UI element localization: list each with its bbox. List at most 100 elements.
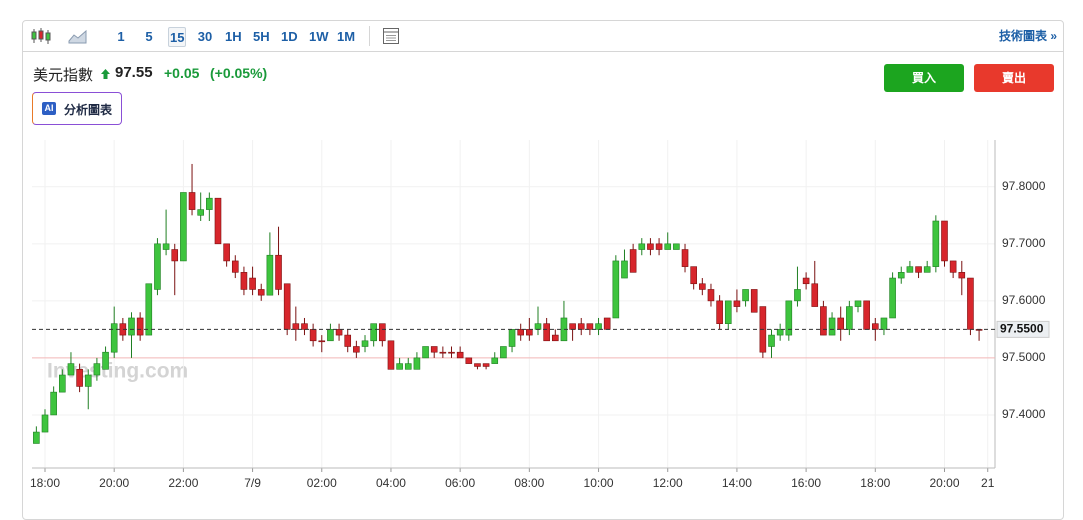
candle-body [880, 317, 888, 330]
interval-button[interactable]: 1D [281, 29, 298, 44]
interval-button[interactable]: 1H [225, 29, 242, 44]
candle [837, 306, 845, 341]
candle [93, 357, 101, 381]
candle [846, 300, 853, 336]
page: Investing.com 97.8000 97.7000 97.6000 97.500… [22, 20, 1064, 520]
x-tick-label: 12:00 [653, 476, 683, 490]
candle-body [889, 277, 896, 319]
sell-button[interactable]: 賣出 [974, 64, 1054, 92]
candle [231, 255, 239, 279]
candle-body [145, 283, 153, 336]
candle [301, 317, 308, 336]
y-tick-label: 97.4000 [1002, 407, 1046, 421]
candle-body [41, 414, 49, 433]
candle-body [309, 329, 317, 342]
candle [785, 300, 793, 341]
technical-chart-link[interactable]: 技術圖表 » [998, 29, 1057, 43]
candle-body [724, 300, 732, 324]
candle-body [638, 243, 646, 250]
candle [41, 409, 49, 433]
candle [768, 329, 775, 358]
candle [863, 300, 870, 330]
candle [716, 295, 723, 330]
last-price-label: 97.5500 [1000, 322, 1044, 336]
price: 97.55 [115, 64, 153, 81]
candle [465, 357, 473, 364]
candle-body [439, 351, 447, 354]
candle [880, 317, 888, 336]
interval-button[interactable]: 5H [253, 29, 270, 44]
candle [474, 363, 481, 370]
interval-button[interactable]: 1 [117, 29, 125, 44]
candle-body [422, 346, 429, 359]
area-icon[interactable] [68, 28, 88, 44]
candle [145, 283, 153, 336]
candle-body [828, 317, 836, 336]
candle [629, 243, 637, 273]
candle [430, 346, 438, 358]
interval-button[interactable]: 15 [168, 27, 187, 47]
candle-body [301, 323, 308, 330]
candle [171, 243, 179, 296]
y-tick-label: 97.7000 [1002, 236, 1046, 250]
interval-button[interactable]: 5 [145, 29, 153, 44]
candle [50, 386, 57, 416]
candle-body [551, 334, 559, 342]
candle-body [456, 351, 464, 359]
candle-body [50, 391, 57, 416]
candle [551, 329, 559, 342]
candle-body [474, 363, 481, 367]
candle-body [603, 317, 611, 330]
candle-body [223, 243, 230, 262]
candle [162, 209, 170, 256]
candle-body [906, 266, 914, 273]
x-tick-label: 10:00 [584, 476, 614, 490]
candle-body [526, 329, 533, 336]
ai-analysis-button[interactable]: AI 分析圖表 [32, 92, 122, 125]
buy-button[interactable]: 買入 [884, 64, 964, 92]
candle [707, 283, 715, 307]
interval-button[interactable]: 1M [337, 29, 356, 44]
candle-body [647, 243, 654, 250]
candle-body [629, 249, 637, 273]
instrument-name: 美元指數 [33, 67, 94, 84]
candle [327, 323, 334, 342]
candle [733, 289, 741, 313]
candle-body [266, 254, 274, 296]
candle [638, 238, 646, 256]
candle-body [577, 323, 585, 330]
candle [854, 300, 862, 313]
candle-body [136, 317, 144, 336]
candle [206, 192, 213, 222]
x-tick-label: 7/9 [244, 476, 261, 490]
candle-body [508, 329, 516, 347]
candle-body [543, 323, 550, 342]
candle-body [690, 266, 697, 285]
candle-body [517, 329, 524, 336]
x-tick-label: 08:00 [514, 476, 544, 490]
candle-icon[interactable] [30, 27, 52, 45]
candle-body [379, 323, 386, 342]
candle [577, 317, 585, 336]
candle [517, 323, 524, 341]
candle [180, 192, 187, 262]
candle [794, 266, 801, 307]
candle-body [404, 363, 412, 370]
candle [621, 249, 628, 279]
candle [292, 306, 300, 341]
calendar-icon[interactable] [382, 27, 400, 45]
interval-button[interactable]: 30 [197, 29, 213, 44]
candle [889, 272, 896, 319]
candle-body [180, 192, 187, 262]
candle-body [387, 340, 395, 370]
y-tick-label: 97.6000 [1002, 293, 1046, 307]
x-tick-label: 22:00 [168, 476, 198, 490]
candle-body [335, 329, 343, 336]
interval-button[interactable]: 1W [309, 29, 329, 44]
candle [67, 352, 75, 376]
candle-body [569, 323, 576, 330]
candle [586, 323, 594, 336]
candle [283, 283, 291, 336]
candle [154, 238, 161, 296]
candle [439, 346, 447, 358]
